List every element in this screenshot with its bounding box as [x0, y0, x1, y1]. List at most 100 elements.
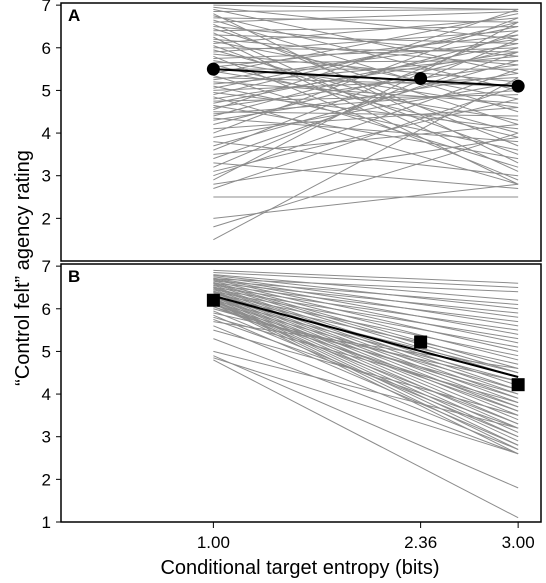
- panel-b-individual-line: [213, 301, 519, 450]
- panel-b-frame: [60, 263, 542, 523]
- panel-a-individual-line: [213, 77, 519, 241]
- x-tick-label: 3.00: [502, 533, 535, 552]
- panel-a-individual-line: [213, 17, 519, 134]
- x-tick-label: 1.00: [197, 533, 230, 552]
- panel-b-label: B: [68, 267, 80, 286]
- panel-b-individual-lines: [213, 269, 519, 519]
- panel-a-y-ticks: 2 3 4 5 6 7: [42, 0, 61, 228]
- panel-a-y-tick-label: 7: [42, 0, 51, 15]
- panel-b-y-tick-label: 1: [42, 513, 51, 532]
- panel-a-individual-line: [213, 47, 519, 59]
- panel-a-individual-line: [213, 19, 519, 113]
- panel-b-individual-line: [213, 283, 519, 374]
- panel-a-mean-line: [213, 68, 519, 88]
- panel-b-individual-line: [213, 274, 519, 301]
- panel-a-individual-line: [213, 8, 519, 13]
- panel-a-individual-line: [213, 77, 519, 91]
- panel-a-individual-line: [213, 85, 519, 189]
- panel-b-y-tick-label: 7: [42, 257, 51, 276]
- panel-b-y-tick-label: 2: [42, 470, 51, 489]
- panel-a-individual-line: [213, 81, 519, 104]
- panel-b-y-tick-label: 5: [42, 342, 51, 361]
- panel-b-individual-line: [213, 359, 519, 519]
- panel-b-individual-line: [213, 325, 519, 450]
- panel-a-individual-line: [213, 17, 519, 23]
- panel-a-individual-line: [213, 72, 519, 121]
- panel-a-individual-line: [213, 136, 519, 185]
- panel-b-y-tick-label: 3: [42, 428, 51, 447]
- panel-a-individual-line: [213, 117, 519, 143]
- panel-a-y-tick-label: 4: [42, 124, 51, 143]
- panel-a-individual-line: [213, 30, 519, 151]
- panel-a-y-tick-label: 2: [42, 209, 51, 228]
- panel-b-y-tick-label: 4: [42, 385, 51, 404]
- panel-b-mean-marker: [511, 378, 525, 392]
- panel-a-individual-line: [213, 25, 519, 32]
- panel-b-individual-line: [213, 278, 519, 293]
- panel-b-individual-line: [213, 277, 519, 327]
- panel-a-individual-line: [213, 13, 519, 74]
- x-axis-title: Conditional target entropy (bits): [160, 557, 439, 579]
- panel-a-individual-line: [213, 124, 519, 155]
- panel-a-individual-line: [213, 21, 519, 181]
- panel-b-individual-line: [213, 316, 519, 404]
- x-axis: 1.00 2.36 3.00: [197, 522, 535, 552]
- panel-b-individual-line: [213, 295, 519, 365]
- panel-b-individual-line: [213, 296, 519, 429]
- x-tick-label: 2.36: [404, 533, 437, 552]
- panel-b-individual-line: [213, 289, 519, 340]
- panel-a-individual-line: [213, 53, 519, 83]
- panel-b-individual-line: [213, 284, 519, 323]
- panel-b-mean-line: [213, 295, 519, 378]
- panel-b-individual-line: [213, 355, 519, 489]
- panel-a-individual-line: [213, 34, 519, 45]
- panel-a-individual-line: [213, 38, 519, 168]
- panel-a-individual-line: [213, 34, 519, 68]
- panel-a-individual-line: [213, 98, 519, 172]
- panel-b-individual-line: [213, 276, 519, 318]
- panel-a-mean-marker: [206, 62, 220, 76]
- y-axis-title: “Control felt” agency rating: [12, 150, 34, 386]
- panel-b-individual-line: [213, 312, 519, 382]
- panel-b-individual-line: [213, 338, 519, 455]
- panel-a-individual-line: [213, 132, 519, 228]
- panel-b-individual-line: [213, 304, 519, 412]
- panel-a-individual-line: [213, 81, 519, 138]
- panel-b-individual-line: [213, 304, 519, 399]
- panel-a-individual-line: [213, 8, 519, 111]
- panel-b-individual-line: [213, 306, 519, 425]
- panel-a-individual-line: [213, 28, 519, 126]
- panel-b-individual-line: [213, 279, 519, 344]
- panel-b-individual-line: [213, 318, 519, 429]
- panel-a-individual-line: [213, 68, 519, 177]
- panel-a-individual-line: [213, 4, 519, 10]
- panel-a-individual-line: [213, 17, 519, 45]
- panel-b-individual-line: [213, 329, 519, 416]
- panel-a-y-tick-label: 6: [42, 39, 51, 58]
- panel-b-individual-line: [213, 306, 519, 408]
- panel-b-individual-line: [213, 297, 519, 374]
- panel-a-y-tick-label: 5: [42, 81, 51, 100]
- panel-a-mean-marker: [511, 79, 525, 93]
- panel-a-mean-marker: [414, 71, 428, 85]
- panel-a-individual-line: [213, 51, 519, 160]
- panel-a-individual-line: [213, 11, 519, 23]
- panel-a-individual-line: [213, 89, 519, 115]
- panel-a-frame: [60, 2, 542, 262]
- panel-b-individual-line: [213, 269, 519, 284]
- panel-a-mean: [206, 62, 525, 93]
- panel-b-individual-line: [213, 282, 519, 314]
- panel-b-y-ticks: 1 2 3 4 5 6 7: [42, 257, 61, 532]
- panel-a-label: A: [68, 6, 80, 25]
- panel-a-individual-line: [213, 6, 519, 40]
- panel-b-individual-line: [213, 286, 519, 331]
- panel-a-y-tick-label: 3: [42, 167, 51, 186]
- panel-b-mean-marker: [206, 293, 220, 307]
- panel-b-individual-line: [213, 280, 519, 306]
- panel-b-individual-line: [213, 280, 519, 352]
- panel-b-individual-line: [213, 281, 519, 361]
- panel-a-individual-line: [213, 92, 519, 130]
- panel-b-individual-line: [213, 350, 519, 429]
- panel-b-individual-line: [213, 299, 519, 382]
